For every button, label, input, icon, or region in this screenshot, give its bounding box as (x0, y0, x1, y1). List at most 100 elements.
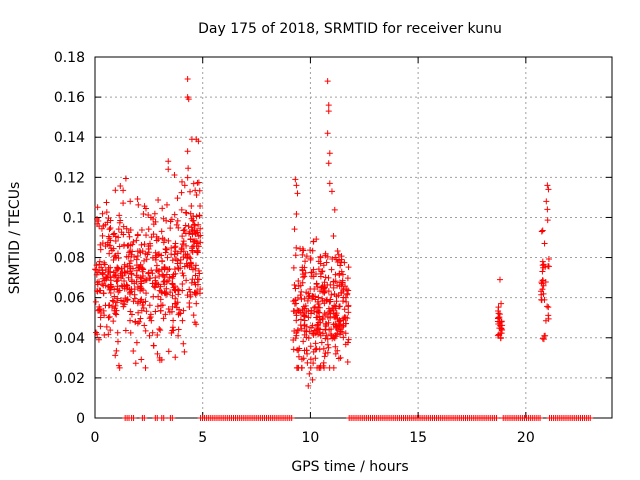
data-point (325, 160, 332, 167)
y-axis-label: SRMTID / TECUs (7, 182, 23, 295)
data-point (316, 309, 323, 316)
data-point (545, 186, 552, 193)
data-point (143, 308, 150, 315)
data-point (330, 233, 337, 240)
data-point (115, 362, 122, 369)
data-point (147, 242, 154, 249)
data-point (148, 317, 155, 324)
data-point (177, 256, 184, 263)
data-point (106, 269, 113, 276)
data-point (195, 267, 202, 274)
data-point (192, 291, 199, 298)
data-point (133, 339, 140, 346)
data-point (107, 327, 114, 334)
data-point (103, 199, 110, 206)
data-point (116, 212, 123, 219)
data-point (319, 288, 326, 295)
data-point (313, 345, 320, 352)
data-point (93, 262, 100, 269)
data-point (542, 317, 549, 324)
data-point (152, 277, 159, 284)
data-point (170, 317, 177, 324)
data-point (345, 336, 352, 343)
data-point (587, 415, 594, 421)
data-point (153, 237, 160, 244)
data-point (106, 250, 113, 257)
data-point (107, 217, 114, 224)
data-point (99, 210, 106, 217)
data-point (103, 209, 110, 216)
data-point (128, 278, 135, 285)
data-point (152, 218, 159, 225)
data-point (299, 306, 306, 313)
data-point (121, 261, 128, 268)
data-point (323, 321, 330, 328)
data-point (179, 270, 186, 277)
data-point (544, 217, 551, 224)
data-point (156, 273, 163, 280)
data-point (115, 226, 122, 233)
x-tick-label: 20 (517, 430, 535, 446)
data-point (107, 290, 114, 297)
data-point (294, 307, 301, 314)
data-point (174, 299, 181, 306)
data-point (143, 276, 150, 283)
data-point (105, 314, 112, 321)
data-point (137, 274, 144, 281)
data-point (114, 338, 121, 345)
data-point (113, 278, 120, 285)
data-point (171, 251, 178, 258)
data-point (315, 294, 322, 301)
data-point (115, 289, 122, 296)
data-point (94, 288, 101, 295)
data-point (192, 281, 199, 288)
data-point (300, 309, 307, 316)
data-point (113, 347, 120, 354)
data-point (340, 294, 347, 301)
data-point (118, 282, 125, 289)
data-point (160, 239, 167, 246)
data-point (113, 267, 120, 274)
data-point (171, 172, 178, 179)
data-point (118, 229, 125, 236)
data-point (544, 303, 551, 310)
data-point (539, 277, 546, 284)
data-point (336, 317, 343, 324)
data-point (498, 300, 505, 307)
data-point (172, 270, 179, 277)
data-point (153, 262, 160, 269)
data-point (127, 317, 134, 324)
data-point (123, 253, 130, 260)
data-point (495, 314, 502, 321)
data-point (295, 326, 302, 333)
data-point (196, 212, 203, 219)
data-point (159, 258, 166, 265)
data-point (345, 287, 352, 294)
data-point (295, 277, 302, 284)
data-point (317, 254, 324, 261)
data-point (141, 415, 148, 421)
data-point (184, 262, 191, 269)
data-point (194, 248, 201, 255)
y-tick-label: 0.16 (54, 90, 85, 106)
data-point (344, 339, 351, 346)
data-point (337, 354, 344, 361)
data-point (102, 243, 109, 250)
data-point (142, 327, 149, 334)
data-point (193, 321, 200, 328)
data-point (332, 303, 339, 310)
data-point (181, 263, 188, 270)
data-point (107, 277, 114, 284)
data-point (304, 297, 311, 304)
y-tick-label: 0.02 (54, 371, 85, 387)
data-point (169, 415, 176, 421)
data-point (309, 292, 316, 299)
data-point (195, 221, 202, 228)
data-point (111, 273, 118, 280)
data-point (168, 245, 175, 252)
data-point (292, 252, 299, 259)
data-point (186, 286, 193, 293)
data-point (337, 326, 344, 333)
data-point (340, 286, 347, 293)
data-point (165, 348, 172, 355)
